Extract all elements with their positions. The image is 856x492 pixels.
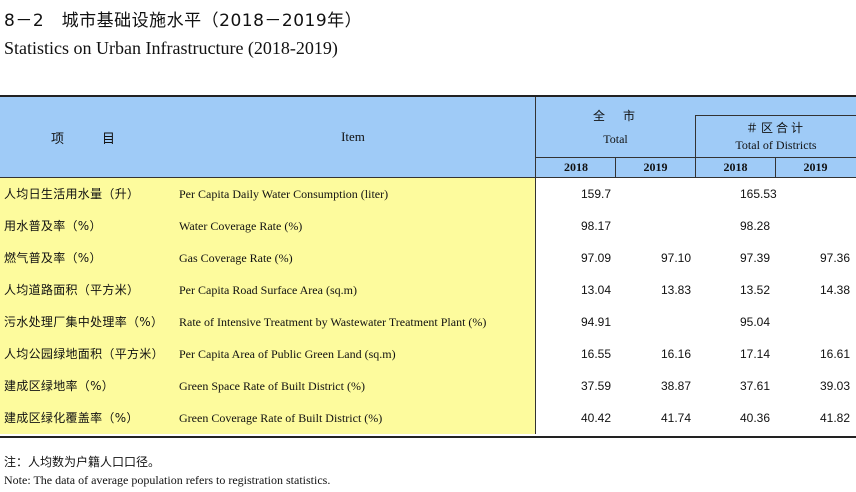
row-label-en: Per Capita Road Surface Area (sq.m) (179, 283, 357, 297)
cell-districts-2018: 40.36 (740, 411, 771, 425)
cell-total-2019: 97.10 (661, 251, 692, 265)
statistics-table: 项 目 Item 全 市 Total ＃区合计 Total of Distric… (0, 95, 856, 438)
row-label-cn: 建成区绿化覆盖率（%） (4, 411, 139, 425)
row-label-en: Per Capita Area of Public Green Land (sq… (179, 347, 396, 361)
cell-districts-2019: 14.38 (820, 283, 851, 297)
row-label-en: Water Coverage Rate (%) (179, 219, 303, 233)
cell-districts-2018: 97.39 (740, 251, 771, 265)
row-label-cn: 污水处理厂集中处理率（%） (4, 315, 164, 329)
row-label-cn: 建成区绿地率（%） (4, 379, 115, 393)
row-label-en: Rate of Intensive Treatment by Wastewate… (179, 315, 487, 329)
cell-total-2018: 159.7 (581, 187, 612, 201)
cell-total-2018: 13.04 (581, 283, 612, 297)
cell-districts-2018: 165.53 (740, 187, 777, 201)
cell-total-2019: 41.74 (661, 411, 692, 425)
cell-districts-2018: 17.14 (740, 347, 771, 361)
row-label-cn: 人均日生活用水量（升） (4, 187, 140, 201)
row-label-en: Green Space Rate of Built District (%) (179, 379, 365, 393)
cell-total-2018: 40.42 (581, 411, 612, 425)
table-row: 人均公园绿地面积（平方米） Per Capita Area of Public … (0, 338, 856, 370)
row-label-cn: 人均道路面积（平方米） (4, 283, 140, 297)
row-label-en: Per Capita Daily Water Consumption (lite… (179, 187, 389, 201)
table-row: 人均日生活用水量（升） Per Capita Daily Water Consu… (0, 178, 856, 210)
cell-districts-2018: 37.61 (740, 379, 771, 393)
cell-districts-2018: 13.52 (740, 283, 771, 297)
header-year-districts-2019: 2019 (803, 160, 828, 174)
cell-districts-2019: 41.82 (820, 411, 851, 425)
row-label-en: Green Coverage Rate of Built District (%… (179, 411, 383, 425)
header-group-total-cn: 全 市 (592, 109, 638, 123)
divider (695, 115, 696, 177)
table-header: 项 目 Item 全 市 Total ＃区合计 Total of Distric… (0, 97, 856, 178)
table-row: 人均道路面积（平方米） Per Capita Road Surface Area… (0, 274, 856, 306)
cell-total-2019: 16.16 (661, 347, 692, 361)
header-group-districts-en: Total of Districts (735, 138, 817, 152)
divider (695, 115, 856, 116)
row-label-cn: 人均公园绿地面积（平方米） (4, 347, 164, 361)
divider (615, 157, 616, 177)
cell-districts-2019: 97.36 (820, 251, 851, 265)
cell-total-2018: 37.59 (581, 379, 612, 393)
table-row: 污水处理厂集中处理率（%） Rate of Intensive Treatmen… (0, 306, 856, 338)
cell-total-2019: 38.87 (661, 379, 692, 393)
row-label-cn: 燃气普及率（%） (4, 251, 102, 265)
cell-total-2018: 94.91 (581, 315, 612, 329)
cell-districts-2019: 16.61 (820, 347, 851, 361)
table-row: 建成区绿地率（%） Green Space Rate of Built Dist… (0, 370, 856, 402)
table-row: 建成区绿化覆盖率（%） Green Coverage Rate of Built… (0, 402, 856, 434)
table-row: 燃气普及率（%） Gas Coverage Rate (%) 97.09 97.… (0, 242, 856, 274)
header-year-total-2019: 2019 (643, 160, 668, 174)
footnote-en: Note: The data of average population ref… (4, 473, 331, 487)
cell-total-2018: 98.17 (581, 219, 612, 233)
divider (535, 178, 536, 434)
header-year-districts-2018: 2018 (723, 160, 748, 174)
header-group-districts: ＃区合计 Total of Districts (696, 115, 856, 157)
item-column-background (0, 178, 535, 434)
divider (535, 97, 536, 177)
page-title-cn: 8－2 城市基础设施水平（2018－2019年） (4, 11, 363, 31)
row-label-cn: 用水普及率（%） (4, 219, 102, 233)
cell-total-2018: 16.55 (581, 347, 612, 361)
divider (775, 157, 776, 177)
header-item-cn: 项 目 (50, 131, 119, 147)
header-group-districts-cn: ＃区合计 (745, 121, 806, 135)
page-title-en: Statistics on Urban Infrastructure (2018… (4, 38, 338, 58)
header-group-total: 全 市 Total (536, 97, 695, 157)
divider (535, 157, 856, 158)
cell-total-2019: 13.83 (661, 283, 692, 297)
header-year-total-2018: 2018 (564, 160, 588, 174)
cell-districts-2019: 39.03 (820, 379, 851, 393)
cell-total-2018: 97.09 (581, 251, 612, 265)
table-body: 人均日生活用水量（升） Per Capita Daily Water Consu… (0, 178, 856, 434)
cell-districts-2018: 95.04 (740, 315, 771, 329)
header-item-en: Item (341, 129, 365, 144)
table-row: 用水普及率（%） Water Coverage Rate (%) 98.17 9… (0, 210, 856, 242)
footnote-cn: 注：人均数为户籍人口口径。 (4, 455, 161, 469)
header-group-total-en: Total (603, 132, 628, 146)
row-label-en: Gas Coverage Rate (%) (179, 251, 293, 265)
cell-districts-2018: 98.28 (740, 219, 771, 233)
